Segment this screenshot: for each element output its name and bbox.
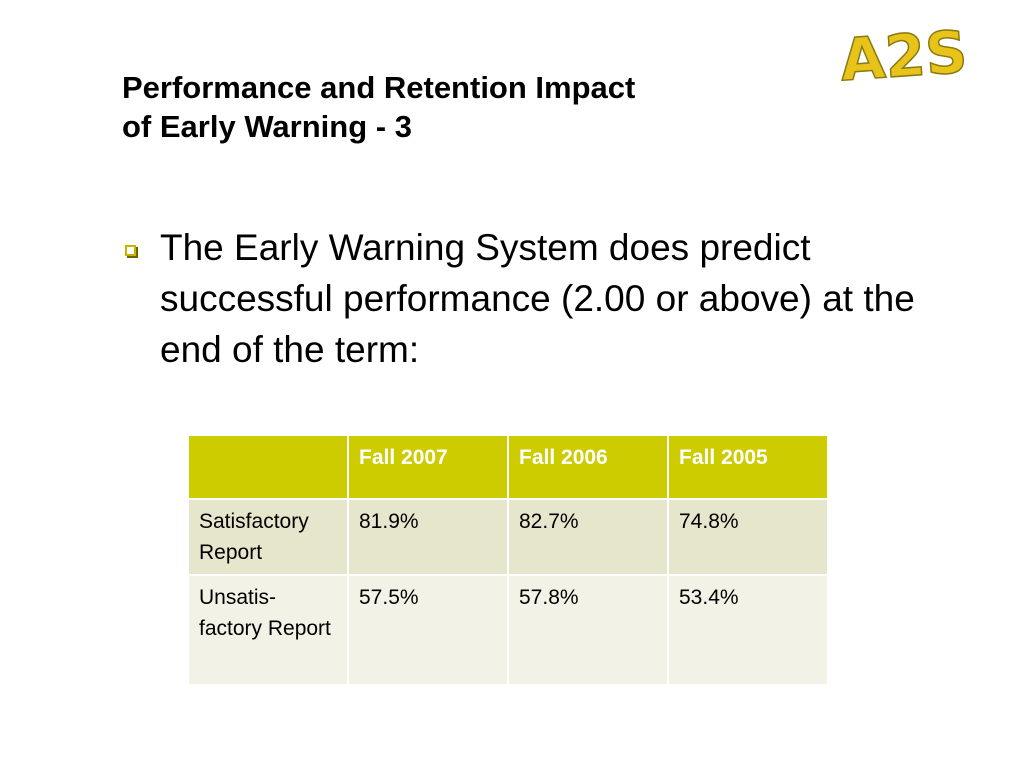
cell-value: 74.8%: [667, 498, 829, 576]
cell-value: 57.5%: [347, 574, 509, 686]
row-label: Satisfactory Report: [187, 498, 349, 576]
cell-value: 82.7%: [507, 498, 669, 576]
title-line-1: Performance and Retention Impact: [122, 70, 636, 105]
results-table: Fall 2007 Fall 2006 Fall 2005 Satisfacto…: [187, 434, 829, 686]
title-line-2: of Early Warning - 3: [122, 109, 412, 144]
row-label: Unsatis-factory Report: [187, 574, 349, 686]
svg-text:A2S: A2S: [838, 20, 969, 90]
cell-value: 53.4%: [667, 574, 829, 686]
table-row-unsatisfactory: Unsatis-factory Report 57.5% 57.8% 53.4%: [187, 574, 829, 686]
table-header-row: Fall 2007 Fall 2006 Fall 2005: [187, 434, 829, 500]
cell-value: 57.8%: [507, 574, 669, 686]
header-cell-fall-2007: Fall 2007: [347, 434, 509, 500]
header-cell-empty: [187, 434, 349, 500]
bullet-text: The Early Warning System does predict su…: [160, 227, 915, 370]
square-bullet-icon: [125, 245, 136, 256]
slide-title: Performance and Retention Impact of Earl…: [122, 68, 822, 146]
header-cell-fall-2006: Fall 2006: [507, 434, 669, 500]
a2s-logo: A2S: [837, 20, 970, 90]
table-row-satisfactory: Satisfactory Report 81.9% 82.7% 74.8%: [187, 498, 829, 576]
header-cell-fall-2005: Fall 2005: [667, 434, 829, 500]
cell-value: 81.9%: [347, 498, 509, 576]
